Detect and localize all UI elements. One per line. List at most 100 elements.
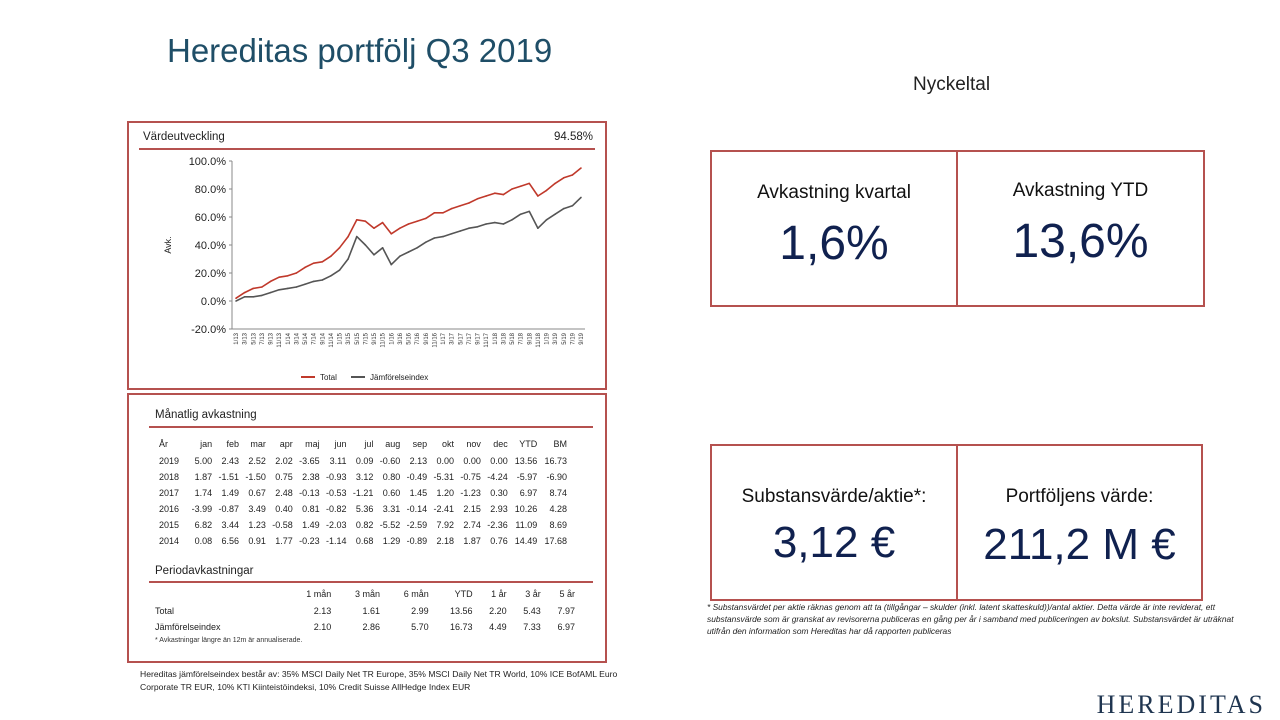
x-tick-label: 7/16 [415,332,421,344]
monthly-cell: 0.67 [248,488,266,498]
monthly-cell: 2014 [159,536,180,546]
chart-total-return: 94.58% [553,131,593,143]
data-point-total [519,185,522,187]
monthly-cell: -0.13 [299,488,320,498]
monthly-cell: -0.53 [325,488,347,498]
monthly-cell: -0.60 [379,456,401,466]
x-tick-label: 7/17 [467,332,473,344]
data-point-total [528,182,531,185]
legend-label: Total [320,373,337,382]
y-tick-label: 40.0% [195,240,226,252]
x-tick-label: 3/14 [294,332,300,344]
period-returns-title: Periodavkastningar [155,565,254,577]
data-point-benchmark [235,300,237,302]
monthly-cell: 2015 [159,520,180,530]
x-tick-label: 5/14 [303,332,309,344]
monthly-col-header: jan [200,439,213,449]
monthly-cell: 4.28 [549,504,567,514]
monthly-cell: 0.75 [275,472,293,482]
monthly-cell: 2019 [159,456,180,466]
data-point-benchmark [295,286,298,288]
y-tick-label: 20.0% [195,268,226,280]
x-tick-label: 11/13 [277,332,283,347]
data-point-benchmark [493,221,496,224]
kpi-quarter-return: Avkastning kvartal 1,6% [710,150,958,307]
period-returns-table: 1 mån 3 mån 6 mån YTD 1 år 3 år 5 år Total 2.13 1… [155,585,575,635]
monthly-cell: 0.00 [490,456,508,466]
monthly-cell: 7.92 [436,520,454,530]
kpi-ytd-label: Avkastning YTD [1012,180,1149,201]
monthly-cell: 8.74 [549,488,567,498]
nav-footnote: * Substansvärdet per aktie räknas genom … [707,602,1234,636]
monthly-col-header: YTD [519,439,538,449]
x-tick-label: 11/16 [432,332,438,347]
monthly-col-header: sep [412,439,428,449]
x-tick-label: 9/19 [579,332,585,344]
data-point-total [433,212,436,214]
period-cell: 13.56 [450,606,473,616]
monthly-col-header: jun [334,439,347,449]
monthly-col-header: jul [364,439,374,449]
period-col-header: YTD [454,589,473,599]
data-point-benchmark [485,223,487,225]
period-cell: 7.33 [523,622,541,632]
x-tick-label: 9/18 [527,332,533,344]
x-tick-label: 1/18 [493,332,499,344]
data-point-benchmark [373,254,375,256]
page-title: Hereditas portfölj Q3 2019 [167,32,553,69]
monthly-cell: -6.90 [546,472,567,482]
data-point-benchmark [537,227,539,229]
period-cell: 6.97 [557,622,575,632]
y-tick-label: 80.0% [195,184,226,196]
data-point-benchmark [312,280,315,283]
x-tick-label: 7/14 [312,332,318,344]
monthly-cell: 1.20 [436,488,454,498]
period-cell: 5.70 [411,622,429,632]
monthly-cell: 10.26 [514,504,538,514]
monthly-cell: -0.89 [406,536,428,546]
period-cell: 2.86 [362,622,380,632]
data-point-total [252,287,255,290]
monthly-cell: 17.68 [544,536,567,546]
data-point-benchmark [562,207,565,210]
data-point-total [511,188,513,190]
monthly-cell: -0.49 [406,472,428,482]
monthly-col-header: feb [226,439,239,449]
monthly-cell: 0.68 [355,536,374,546]
monthly-cell: 5.00 [194,456,213,466]
monthly-cell: -3.65 [299,456,320,466]
data-point-benchmark [528,210,531,213]
monthly-cell: 2.15 [463,504,481,514]
data-point-benchmark [468,227,470,229]
period-cell: 7.97 [557,606,575,616]
monthly-cell: -2.41 [433,504,454,514]
monthly-cell: -1.51 [218,472,239,482]
monthly-row: 2014 0.08 6.56 0.91 1.77 -0.23 -1.14 0.68 1.29 -0… [159,533,567,549]
data-point-total [364,220,367,222]
data-point-total [399,227,401,229]
monthly-cell: 6.56 [221,536,239,546]
monthly-row: 2017 1.74 1.49 0.67 2.48 -0.13 -0.53 -1.21 0.60 1… [159,485,567,501]
legend-label: Jämförelseindex [370,373,428,382]
x-tick-label: 1/16 [389,332,395,344]
data-point-total [243,291,246,294]
data-point-total [295,272,298,274]
data-point-benchmark [580,196,582,199]
benchmark-note: Hereditas jämförelseindex består av: 35%… [140,669,618,692]
monthly-cell: 3.31 [382,504,401,514]
data-point-benchmark [347,258,349,260]
monthly-cell: 2.74 [463,520,481,530]
data-point-benchmark [338,269,341,271]
data-point-benchmark [502,223,505,225]
period-col-header: 3 mån [354,589,380,599]
monthly-cell: 0.91 [248,536,266,546]
monthly-cell: -0.82 [325,504,347,514]
monthly-cell: 0.00 [463,456,481,466]
x-tick-label: 11/14 [329,332,335,347]
monthly-returns-table: År jan feb mar apr maj jun jul aug sep okt nov dec YT… [159,435,567,549]
monthly-col-header: apr [279,439,293,449]
x-tick-label: 5/18 [510,332,516,344]
period-header-row: 1 mån 3 mån 6 mån YTD 1 år 3 år 5 år [155,585,575,603]
monthly-cell: 0.40 [275,504,293,514]
data-point-benchmark [511,219,513,221]
